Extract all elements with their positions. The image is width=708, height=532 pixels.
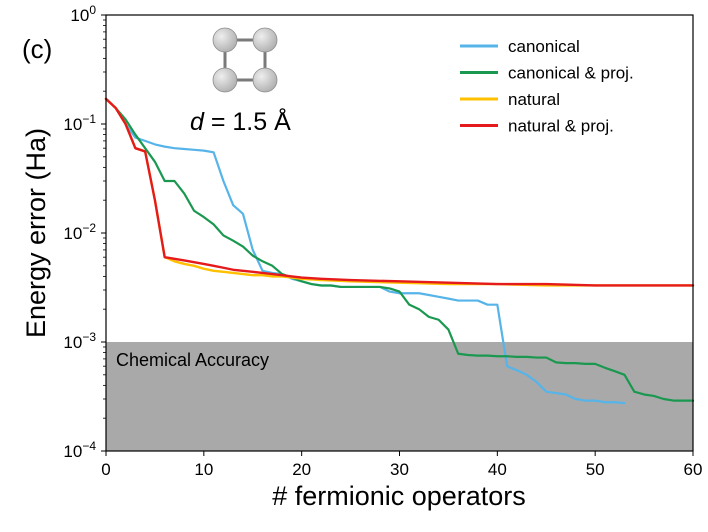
legend: canonical canonical & proj. natural natural… (460, 37, 634, 136)
x-axis-label: # fermionic operators (272, 481, 526, 511)
x-tick-label: 60 (684, 460, 703, 479)
legend-label: natural & proj. (508, 117, 614, 136)
molecule-atom (212, 67, 238, 93)
chemical-accuracy-region (106, 342, 693, 451)
x-tick-label: 30 (390, 460, 409, 479)
molecule-atom (252, 27, 278, 53)
annotation-variable: d (190, 108, 205, 136)
x-tick-label: 10 (194, 460, 213, 479)
series-line-canonical-proj (104, 97, 695, 402)
y-axis-ticks: 100 10−1 10−2 10−3 10−4 (63, 3, 106, 461)
square-molecule-icon (212, 27, 278, 93)
molecule-atom (212, 27, 238, 53)
y-tick-label: 100 (70, 3, 96, 25)
legend-label: canonical & proj. (508, 64, 634, 83)
legend-label: natural (508, 90, 560, 109)
panel-label: (c) (22, 34, 52, 64)
y-axis-label: Energy error (Ha) (21, 128, 51, 338)
y-tick-label: 10−2 (63, 221, 96, 243)
y-tick-label: 10−3 (63, 330, 96, 352)
x-tick-label: 40 (488, 460, 507, 479)
chemical-accuracy-label: Chemical Accuracy (116, 350, 269, 370)
series-line-natural-proj (104, 97, 695, 287)
x-tick-label: 50 (586, 460, 605, 479)
x-tick-label: 20 (292, 460, 311, 479)
molecule-atom (252, 67, 278, 93)
x-tick-label: 0 (101, 460, 110, 479)
y-tick-label: 10−4 (63, 439, 96, 461)
legend-label: canonical (508, 37, 580, 56)
annotation-value: = 1.5 Å (204, 106, 291, 136)
bond-distance-annotation: d = 1.5 Å (190, 106, 291, 136)
x-axis-ticks: 0 10 20 30 40 50 60 (101, 451, 702, 479)
y-tick-label: 10−1 (63, 112, 96, 134)
